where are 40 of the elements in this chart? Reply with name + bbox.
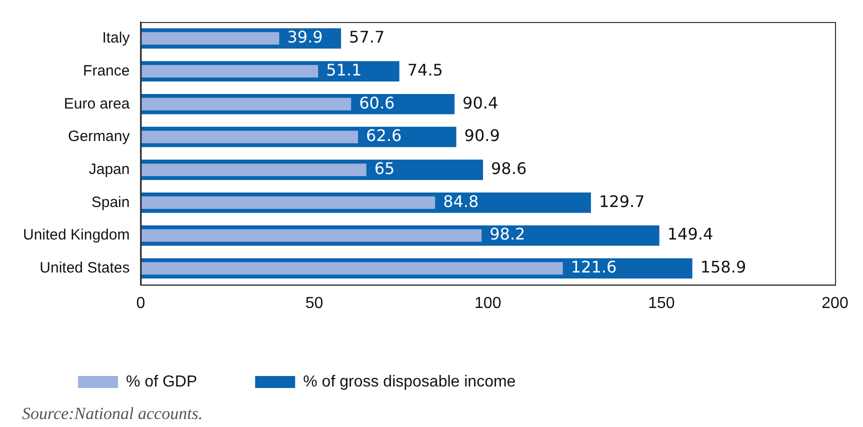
data-label: 90.9 xyxy=(464,126,500,146)
data-label: 90.4 xyxy=(462,93,498,112)
x-tick-label: 0 xyxy=(136,294,146,312)
data-label: 60.6 xyxy=(359,93,395,112)
data-label: 65 xyxy=(374,158,395,178)
data-label: 158.9 xyxy=(700,258,746,277)
data-label: 129.7 xyxy=(598,192,645,211)
data-label: 149.4 xyxy=(667,224,714,244)
bar xyxy=(140,196,436,209)
y-tick-label: Euro area xyxy=(64,95,130,112)
data-label: 84.8 xyxy=(443,192,479,211)
data-label: 57.7 xyxy=(349,28,385,47)
source-note: Source:National accounts. xyxy=(22,404,203,424)
bar xyxy=(140,98,352,110)
data-label: 98.6 xyxy=(491,158,527,178)
bar xyxy=(140,32,280,45)
legend-label: % of gross disposable income xyxy=(303,373,516,390)
data-label: 74.5 xyxy=(407,60,443,80)
x-tick-label: 200 xyxy=(822,294,848,312)
bar xyxy=(140,65,318,78)
data-label: 39.9 xyxy=(287,28,323,47)
legend-label: % of GDP xyxy=(126,373,198,390)
y-tick-label: United States xyxy=(40,260,130,277)
bar xyxy=(140,262,563,275)
data-label: 62.6 xyxy=(366,126,402,146)
y-tick-label: United Kingdom xyxy=(22,226,130,244)
bar xyxy=(140,130,358,144)
bar xyxy=(140,229,482,242)
x-tick-label: 150 xyxy=(648,294,675,312)
x-tick-label: 50 xyxy=(305,294,324,312)
data-label: 98.2 xyxy=(490,224,526,244)
x-tick-label: 100 xyxy=(474,294,502,312)
y-tick-label: France xyxy=(83,62,130,80)
y-tick-label: Italy xyxy=(102,30,130,47)
data-label: 51.1 xyxy=(326,60,362,80)
bar xyxy=(140,164,366,176)
y-tick-label: Japan xyxy=(88,160,130,178)
data-label: 121.6 xyxy=(570,258,617,277)
y-tick-label: Germany xyxy=(68,128,130,146)
y-tick-label: Spain xyxy=(91,194,130,211)
